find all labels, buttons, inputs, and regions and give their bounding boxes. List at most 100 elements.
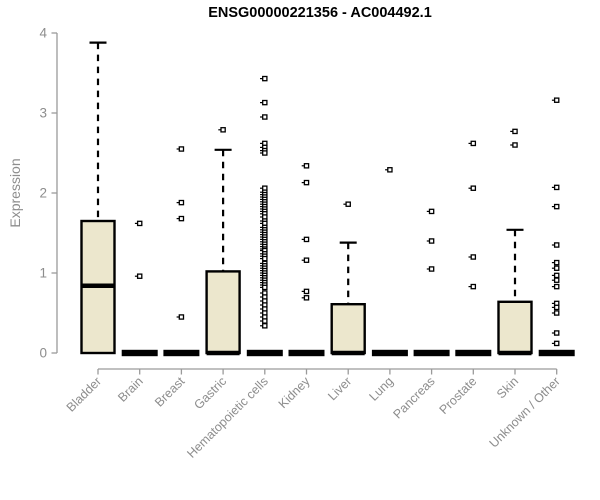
outlier-point — [551, 330, 560, 336]
outlier-square — [345, 201, 351, 207]
x-tick-label-breast: Breast — [152, 374, 188, 410]
outlier-point — [176, 314, 185, 320]
outlier-point — [468, 254, 477, 260]
outlier-point — [510, 142, 518, 148]
outlier-point — [551, 340, 560, 347]
x-tick-label-brain: Brain — [115, 374, 146, 405]
outlier-point — [551, 304, 560, 311]
outlier-square — [512, 128, 518, 135]
outlier-square — [553, 277, 560, 283]
box-rect — [497, 300, 533, 355]
outlier-square — [262, 255, 268, 262]
outlier-point — [426, 266, 435, 272]
x-tick-label-hematopoietic-cells: Hematopoietic cells — [184, 374, 271, 461]
outlier-square — [428, 208, 435, 215]
outlier-point — [134, 220, 143, 227]
outlier-square — [178, 199, 185, 206]
collapsed-box — [246, 349, 283, 357]
outlier-square — [470, 140, 477, 147]
outlier-point — [176, 146, 185, 152]
box-rect — [330, 303, 366, 355]
outlier-square — [470, 185, 477, 191]
outlier-square — [553, 259, 560, 266]
outlier-point — [134, 273, 143, 279]
outlier-point — [468, 185, 477, 191]
y-tick-label: 1 — [39, 266, 47, 281]
outlier-point — [510, 128, 518, 135]
outlier-point — [468, 140, 477, 147]
collapsed-box — [413, 349, 450, 357]
x-tick-label-gastric: Gastric — [191, 374, 229, 412]
outlier-square — [303, 163, 310, 169]
x-tick-label-skin: Skin — [494, 374, 521, 401]
outlier-square — [553, 310, 560, 316]
outlier-point — [551, 272, 560, 279]
outlier-point — [176, 199, 185, 206]
y-tick-label: 2 — [39, 186, 47, 201]
outlier-point — [301, 236, 310, 243]
collapsed-box — [288, 349, 325, 357]
outlier-square — [553, 283, 560, 290]
collapsed-box — [371, 349, 408, 357]
box-rect — [205, 270, 241, 355]
outlier-point — [301, 295, 310, 301]
outlier-point — [301, 288, 310, 295]
box-group-kidney — [288, 163, 325, 357]
outlier-point — [551, 97, 560, 103]
outlier-point — [260, 318, 268, 324]
outlier-point — [260, 114, 268, 120]
outlier-point — [301, 257, 310, 263]
box-group-lung — [371, 167, 408, 357]
outlier-square — [262, 114, 268, 120]
outlier-square — [303, 288, 310, 295]
outlier-square — [303, 295, 310, 301]
box-group-prostate — [455, 140, 492, 357]
box-group-unknown-other — [538, 97, 575, 357]
outlier-point — [218, 127, 226, 133]
outlier-square — [178, 215, 185, 222]
outlier-square — [136, 273, 143, 279]
outlier-point — [426, 238, 435, 244]
outlier-point — [260, 75, 268, 82]
x-tick-label-kidney: Kidney — [276, 374, 313, 411]
y-tick-label: 0 — [39, 346, 47, 361]
outlier-square — [262, 99, 268, 106]
outlier-square — [262, 284, 268, 291]
outlier-square — [553, 340, 560, 347]
outlier-square — [262, 75, 268, 82]
outlier-square — [553, 203, 560, 210]
outlier-square — [262, 323, 268, 329]
outlier-point — [551, 259, 560, 266]
outlier-point — [551, 283, 560, 290]
outlier-square — [262, 150, 268, 156]
outlier-point — [260, 255, 268, 262]
y-axis: 0 1 2 3 4 — [39, 26, 58, 361]
outlier-point — [301, 179, 310, 186]
outlier-square — [553, 184, 560, 191]
x-tick-label-pancreas: Pancreas — [390, 374, 437, 421]
outlier-square — [428, 266, 435, 272]
outlier-square — [178, 146, 185, 152]
outlier-point — [176, 215, 185, 222]
outlier-point — [385, 167, 393, 173]
outlier-square — [262, 318, 268, 324]
box-group-skin — [497, 128, 533, 356]
collapsed-box — [121, 349, 158, 357]
outlier-point — [551, 184, 560, 191]
collapsed-box — [538, 349, 575, 357]
x-tick-label-liver: Liver — [325, 374, 354, 403]
outlier-point — [260, 323, 268, 329]
outlier-point — [468, 283, 477, 290]
outlier-point — [343, 201, 351, 207]
chart-title: ENSG00000221356 - AC004492.1 — [208, 5, 432, 21]
box-group-bladder — [80, 41, 116, 355]
outlier-point — [551, 203, 560, 210]
x-tick-label-prostate: Prostate — [437, 374, 480, 417]
outlier-square — [553, 304, 560, 311]
outlier-point — [551, 277, 560, 283]
outlier-square — [553, 242, 560, 248]
collapsed-box — [455, 349, 492, 357]
